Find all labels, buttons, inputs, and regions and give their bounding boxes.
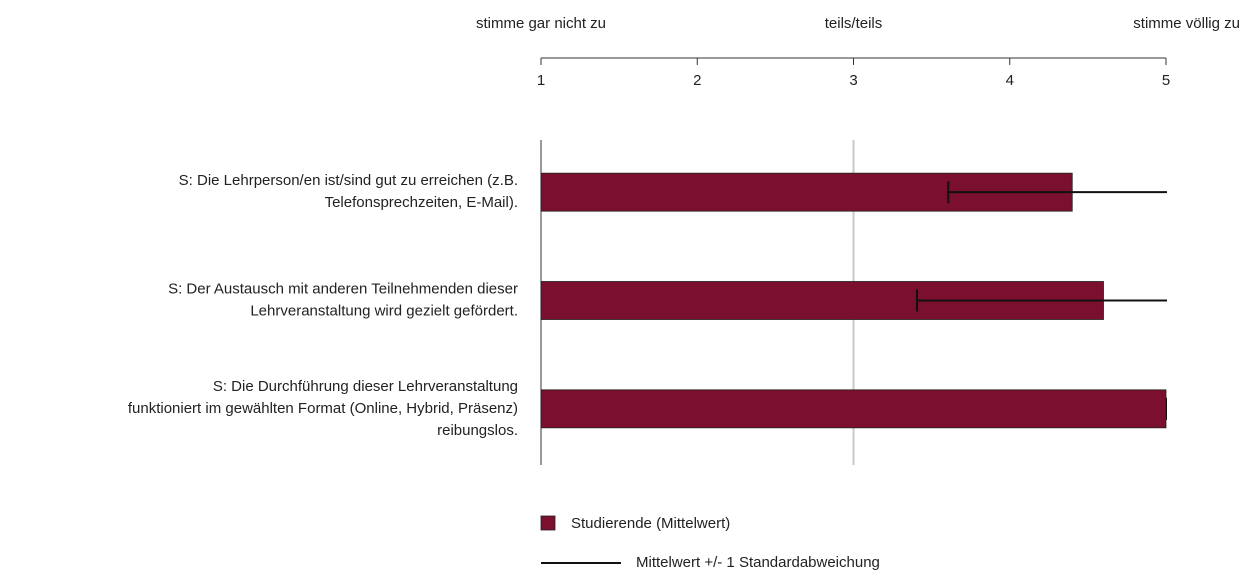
category-label: S: Die Durchführung dieser Lehrveranstal… <box>213 378 518 395</box>
error-bar <box>916 289 1167 312</box>
error-bar <box>1166 397 1167 420</box>
legend-label: Studierende (Mittelwert) <box>571 515 730 532</box>
category-label: funktioniert im gewählten Format (Online… <box>128 400 518 417</box>
x-tick-label: 3 <box>849 72 857 89</box>
x-tick-label: 5 <box>1162 72 1170 89</box>
scale-label: teils/teils <box>825 15 883 32</box>
x-tick-label: 4 <box>1006 72 1014 89</box>
x-tick-label: 1 <box>537 72 545 89</box>
category-label: S: Der Austausch mit anderen Teilnehmend… <box>168 280 518 297</box>
category-label: Lehrveranstaltung wird gezielt gefördert… <box>250 302 518 319</box>
bar <box>540 389 1167 429</box>
plot-area <box>540 172 1167 429</box>
legend-swatch <box>540 515 556 531</box>
legend-label: Mittelwert +/- 1 Standardabweichung <box>636 554 880 571</box>
category-label: reibungslos. <box>437 422 518 439</box>
scale-label: stimme gar nicht zu <box>476 15 606 32</box>
category-label: S: Die Lehrperson/en ist/sind gut zu err… <box>179 172 518 189</box>
scale-label: stimme völlig zu <box>1133 15 1240 32</box>
x-tick-label: 2 <box>693 72 701 89</box>
error-bar <box>947 181 1167 204</box>
category-label: Telefonsprechzeiten, E-Mail). <box>325 194 518 211</box>
